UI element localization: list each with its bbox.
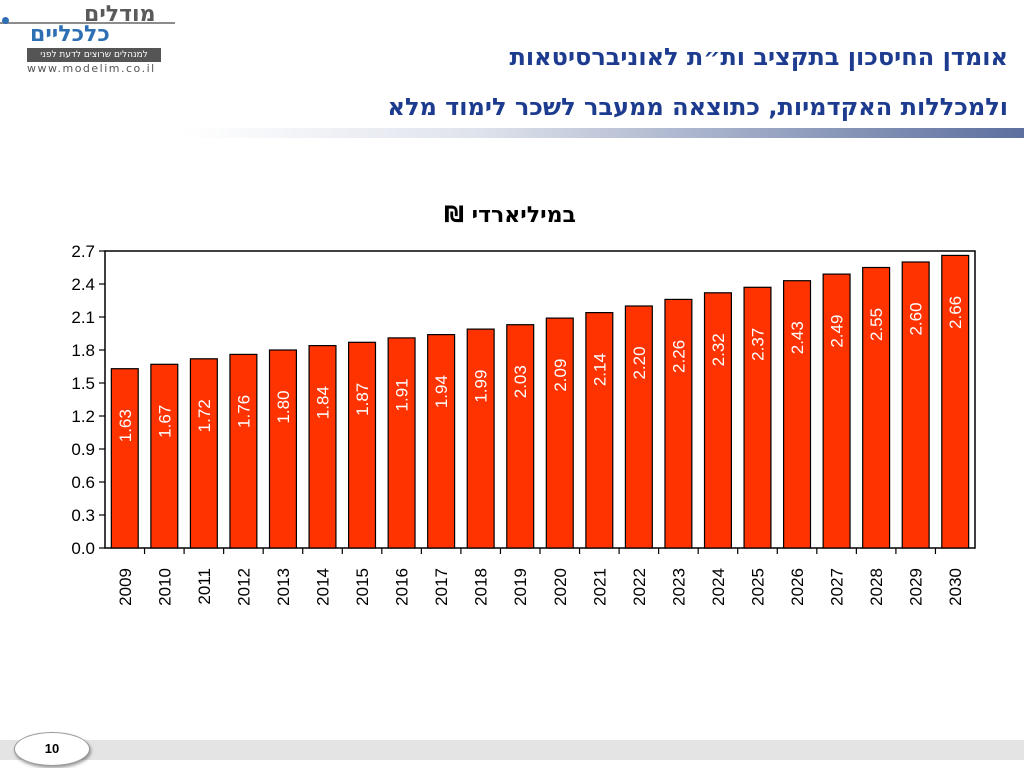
bar bbox=[348, 341, 377, 549]
x-tick-label: 2012 bbox=[234, 568, 253, 606]
chart-title: במיליארדי ₪ bbox=[444, 203, 576, 228]
data-label: 2.14 bbox=[590, 353, 609, 386]
data-label: 1.72 bbox=[195, 399, 214, 432]
bar bbox=[506, 324, 535, 549]
footer-bar bbox=[0, 740, 1024, 760]
data-label: 2.37 bbox=[749, 328, 768, 361]
x-tick-label: 2029 bbox=[907, 568, 926, 606]
bar-chart: במיליארדי ₪ 0.0 0.3 0.6 0.9 1.2 1.5 1.8 2.1 2.4 2… bbox=[71, 203, 976, 606]
logo-word-2: כלכליים bbox=[30, 22, 110, 47]
bar bbox=[862, 266, 891, 549]
data-label: 2.32 bbox=[709, 333, 728, 366]
data-label: 1.87 bbox=[353, 383, 372, 416]
title-underline-bar bbox=[182, 128, 1024, 138]
bar bbox=[664, 298, 693, 549]
y-tick-label: 1.5 bbox=[71, 374, 95, 393]
data-label: 1.91 bbox=[393, 378, 412, 411]
bar bbox=[427, 334, 456, 549]
bar bbox=[466, 328, 495, 549]
data-label: 2.60 bbox=[907, 302, 926, 335]
data-label: 2.20 bbox=[630, 346, 649, 379]
data-label: 2.49 bbox=[828, 315, 847, 348]
y-tick-label: 2.1 bbox=[71, 308, 95, 327]
x-tick-label: 2028 bbox=[867, 568, 886, 606]
bar bbox=[782, 280, 812, 549]
logo-word-1: מודלים bbox=[84, 2, 156, 27]
data-label: 2.66 bbox=[946, 296, 965, 329]
data-label: 1.99 bbox=[472, 370, 491, 403]
x-tick-label: 2026 bbox=[788, 568, 807, 606]
data-label: 2.09 bbox=[551, 359, 570, 392]
y-tick-label: 2.7 bbox=[71, 242, 95, 261]
data-label: 1.94 bbox=[432, 375, 451, 408]
bar bbox=[189, 358, 218, 549]
data-label: 1.84 bbox=[314, 386, 333, 419]
page-title-line-2: ולמכללות האקדמיות, כתוצאה ממעבר לשכר לימ… bbox=[387, 93, 1008, 121]
x-tick-label: 2015 bbox=[353, 568, 372, 606]
x-tick-label: 2018 bbox=[472, 568, 491, 606]
data-label: 2.55 bbox=[867, 308, 886, 341]
data-label: 2.43 bbox=[788, 321, 807, 354]
bar bbox=[743, 286, 772, 549]
data-label: 1.67 bbox=[155, 405, 174, 438]
bar bbox=[624, 305, 653, 549]
x-tick-label: 2017 bbox=[432, 568, 451, 606]
bar bbox=[229, 353, 258, 549]
x-tick-label: 2023 bbox=[669, 568, 688, 606]
x-tick-label: 2011 bbox=[195, 568, 214, 605]
data-label: 2.26 bbox=[669, 340, 688, 373]
y-tick-label: 1.8 bbox=[71, 341, 95, 360]
bar bbox=[822, 273, 851, 549]
y-tick-label: 0.6 bbox=[71, 473, 95, 492]
x-tick-label: 2010 bbox=[155, 568, 174, 606]
page-number: 10 bbox=[14, 732, 90, 766]
bar bbox=[308, 345, 337, 549]
data-label: 1.76 bbox=[234, 395, 253, 428]
data-label: 2.03 bbox=[511, 365, 530, 398]
data-label: 1.80 bbox=[274, 390, 293, 423]
y-tick-label: 0.0 bbox=[71, 539, 95, 558]
bar bbox=[941, 254, 970, 549]
x-tick-label: 2027 bbox=[828, 568, 847, 606]
data-label: 1.63 bbox=[116, 409, 135, 442]
x-tick-label: 2024 bbox=[709, 568, 728, 606]
x-tick-label: 2013 bbox=[274, 568, 293, 606]
plot-area: 0.0 0.3 0.6 0.9 1.2 1.5 1.8 2.1 2.4 2.7 1.63 2009 1.… bbox=[71, 242, 976, 606]
x-tick-label: 2016 bbox=[393, 568, 412, 606]
y-tick-label: 0.9 bbox=[71, 440, 95, 459]
bar bbox=[545, 317, 574, 549]
x-tick-label: 2022 bbox=[630, 568, 649, 606]
y-tick-label: 1.2 bbox=[71, 407, 95, 426]
x-tick-label: 2025 bbox=[749, 568, 768, 606]
bar bbox=[110, 368, 139, 549]
logo: מודלים כלכליים למנהלים שרוצים לדעת לפני … bbox=[0, 0, 180, 80]
bar bbox=[268, 349, 298, 549]
bar bbox=[387, 337, 416, 549]
logo-tagline: למנהלים שרוצים לדעת לפני bbox=[27, 48, 161, 62]
x-tick-label: 2021 bbox=[590, 568, 609, 606]
logo-url: www.modelim.co.il bbox=[27, 62, 156, 75]
x-tick-label: 2009 bbox=[116, 568, 135, 606]
bar bbox=[901, 261, 930, 549]
x-tick-label: 2014 bbox=[314, 568, 333, 606]
bar bbox=[585, 312, 614, 549]
bar bbox=[150, 363, 179, 549]
x-tick-label: 2030 bbox=[946, 568, 965, 606]
page-title-line-1: אומדן החיסכון בתקציב ות״ת לאוניברסיטאות bbox=[509, 43, 1008, 71]
y-tick-label: 0.3 bbox=[71, 506, 95, 525]
logo-dot bbox=[2, 17, 9, 24]
bar bbox=[703, 292, 733, 549]
x-tick-label: 2020 bbox=[551, 568, 570, 606]
x-tick-label: 2019 bbox=[511, 568, 530, 606]
y-tick-label: 2.4 bbox=[71, 275, 95, 294]
logo-rule bbox=[0, 22, 175, 24]
